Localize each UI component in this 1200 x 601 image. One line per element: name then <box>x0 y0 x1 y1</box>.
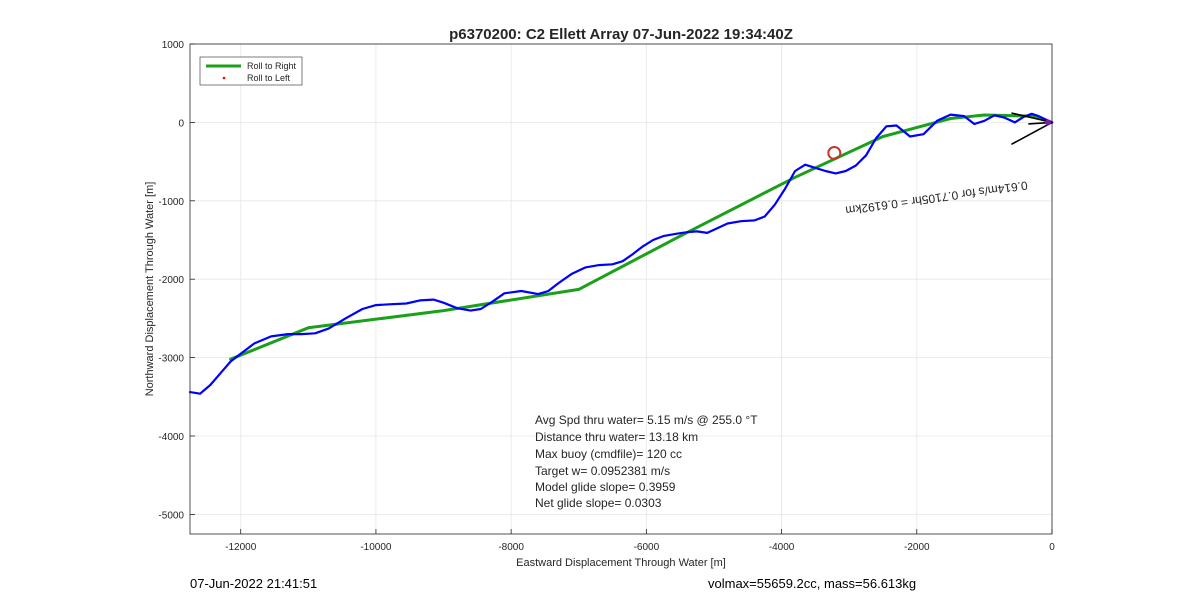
annotation-layer <box>827 112 1053 160</box>
x-tick-label: -2000 <box>904 542 930 553</box>
stat-distance: Distance thru water= 13.18 km <box>535 430 698 444</box>
x-tick-label: -4000 <box>769 542 795 553</box>
current-arrow-head-upper <box>1011 112 1053 124</box>
y-tick-label: -3000 <box>158 354 184 365</box>
legend: Roll to Right Roll to Left <box>199 56 303 86</box>
end-marker <box>1044 119 1051 126</box>
x-tick-label: -8000 <box>498 542 524 553</box>
legend-box <box>199 56 303 86</box>
chart-title: p6370200: C2 Ellett Array 07-Jun-2022 19… <box>449 26 793 43</box>
current-arrow-head-lower <box>1011 121 1053 146</box>
x-tick-label: -10000 <box>360 542 392 553</box>
y-tick-label: -5000 <box>158 510 184 521</box>
plot-frame <box>189 43 1053 535</box>
series-line-roll-to-right <box>229 113 1054 361</box>
series-line-trajectory <box>188 112 1054 395</box>
y-tick-label: -2000 <box>158 275 184 286</box>
x-axis-label: Eastward Displacement Through Water [m] <box>516 557 726 569</box>
footer-volmax-mass: volmax=55659.2cc, mass=56.613kg <box>708 576 917 591</box>
stat-avg-speed: Avg Spd thru water= 5.15 m/s @ 255.0 °T <box>535 413 758 427</box>
y-tick-label: -4000 <box>158 432 184 443</box>
footer-timestamp: 07-Jun-2022 21:41:51 <box>190 576 318 591</box>
x-tick-label: 0 <box>1049 542 1055 553</box>
legend-label-roll-right: Roll to Right <box>247 61 297 71</box>
y-tick-label: 0 <box>178 118 184 129</box>
plot-area <box>190 44 1052 534</box>
y-tick-label: -1000 <box>158 197 184 208</box>
stat-net-glide-slope: Net glide slope= 0.0303 <box>535 496 662 510</box>
stat-max-buoy: Max buoy (cmdfile)= 120 cc <box>535 447 682 461</box>
stat-target-w: Target w= 0.0952381 m/s <box>535 464 670 478</box>
x-tick-label: -12000 <box>225 542 257 553</box>
legend-label-roll-left: Roll to Left <box>247 73 291 83</box>
stat-model-glide-slope: Model glide slope= 0.3959 <box>535 480 676 494</box>
x-tick-label: -6000 <box>634 542 660 553</box>
start-marker <box>827 145 842 160</box>
stats-annotation: Avg Spd thru water= 5.15 m/s @ 255.0 °T … <box>535 413 758 510</box>
legend-swatch-roll-left <box>222 76 226 80</box>
ticks: -12000 -10000 -8000 -6000 -4000 -2000 0-5000-4… <box>158 40 1055 553</box>
y-tick-label: 1000 <box>162 40 185 51</box>
y-axis-label: Northward Displacement Through Water [m] <box>144 182 156 397</box>
